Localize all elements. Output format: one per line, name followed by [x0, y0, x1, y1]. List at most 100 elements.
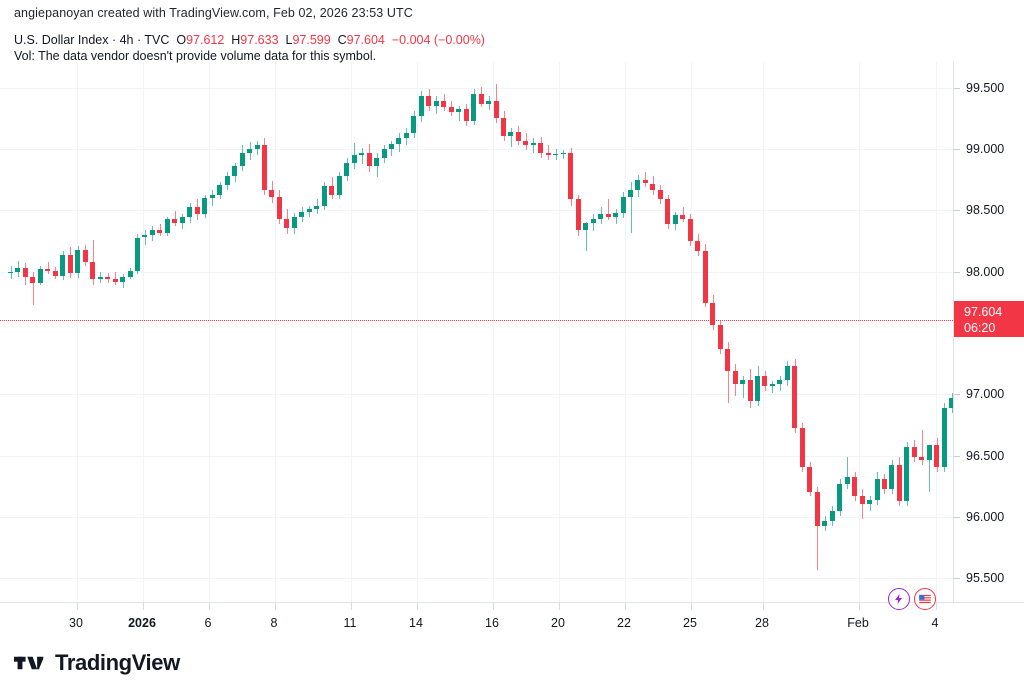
- price-gridline: [0, 577, 953, 579]
- time-tick: [935, 603, 937, 610]
- time-tick: [208, 603, 210, 610]
- candle-body: [635, 179, 640, 190]
- candle-body: [598, 214, 603, 220]
- candle-wick: [511, 128, 512, 147]
- time-scale[interactable]: 30 2026 6 8 11 14 16 20 22 25 28 Feb 4: [0, 602, 1024, 642]
- candle-body: [718, 324, 723, 350]
- candle-body: [105, 276, 110, 280]
- candle-body: [770, 383, 775, 386]
- time-gridline: [858, 62, 860, 602]
- candle-wick: [459, 106, 460, 121]
- time-gridline: [558, 62, 560, 602]
- candle-body: [703, 251, 708, 303]
- candle-body: [725, 349, 730, 372]
- candle-body: [748, 379, 753, 401]
- time-tick: [350, 603, 352, 610]
- candle-wick: [48, 262, 49, 275]
- candle-wick: [929, 452, 930, 492]
- candle-body: [568, 152, 573, 200]
- tradingview-wordmark: TradingView: [55, 650, 180, 675]
- candle-body: [98, 276, 103, 280]
- legend-low-label: L: [285, 33, 293, 47]
- price-tick-label: 96.500: [966, 448, 1005, 463]
- time-gridline: [76, 62, 78, 602]
- price-tick: [954, 455, 960, 457]
- candle-body: [591, 219, 596, 223]
- candle-body: [157, 230, 162, 233]
- time-tick-label: 22: [617, 616, 631, 630]
- price-scale[interactable]: 99.500 99.000 98.500 98.000 97.000 96.500 96.0…: [953, 62, 1024, 602]
- candle-body: [277, 197, 282, 220]
- candle-wick: [780, 376, 781, 391]
- time-tick: [76, 603, 78, 610]
- candle-wick: [728, 341, 729, 404]
- candle-body: [658, 189, 663, 200]
- price-tick: [954, 271, 960, 273]
- candle-body: [516, 131, 521, 141]
- candle-body: [352, 155, 357, 163]
- candle-wick: [870, 496, 871, 512]
- candle-wick: [743, 376, 744, 399]
- candle-body: [919, 457, 924, 460]
- candle-body: [621, 197, 626, 213]
- price-gridline: [0, 271, 953, 273]
- chart-plot-area[interactable]: [0, 62, 953, 602]
- candle-body: [904, 447, 909, 502]
- time-tick-label: 25: [683, 616, 697, 630]
- time-gridline: [624, 62, 626, 602]
- price-gridline: [0, 393, 953, 395]
- candle-body: [195, 206, 200, 215]
- candle-body: [464, 108, 469, 121]
- candle-body: [382, 149, 387, 158]
- time-tick-label: 16: [485, 616, 499, 630]
- candle-body: [777, 379, 782, 384]
- candle-body: [38, 269, 43, 283]
- candle-body: [68, 254, 73, 274]
- candle-body: [247, 149, 252, 153]
- candle-body: [128, 270, 133, 277]
- candle-body: [389, 144, 394, 150]
- chart-event-badges: [888, 588, 936, 610]
- us-flag-badge[interactable]: [914, 588, 936, 610]
- candle-body: [740, 379, 745, 384]
- legend-interval[interactable]: 4h: [119, 33, 134, 47]
- legend-sep-2: ·: [133, 33, 145, 47]
- candle-body: [449, 107, 454, 113]
- candle-wick: [817, 486, 818, 571]
- legend-exchange: TVC: [144, 33, 170, 47]
- current-price-line: [0, 319, 953, 321]
- candle-body: [240, 152, 245, 167]
- time-gridline: [416, 62, 418, 602]
- price-gridline: [0, 87, 953, 89]
- candle-wick: [847, 457, 848, 490]
- legend-symbol[interactable]: U.S. Dollar Index: [14, 33, 109, 47]
- candle-body: [367, 152, 372, 167]
- time-gridline: [350, 62, 352, 602]
- candle-body: [860, 496, 865, 504]
- current-price-value: 97.604: [964, 305, 1003, 319]
- candle-body: [8, 271, 13, 274]
- candle-body: [337, 176, 342, 195]
- candle-body: [202, 198, 207, 215]
- tradingview-footer: TradingView: [14, 650, 180, 676]
- time-tick-label: 6: [204, 616, 212, 630]
- time-gridline: [142, 62, 144, 602]
- candle-body: [837, 484, 842, 512]
- candle-body: [845, 476, 850, 485]
- time-tick-label: 2026: [128, 616, 156, 630]
- candle-body: [531, 143, 536, 146]
- time-tick-label: 14: [409, 616, 423, 630]
- time-tick-label: 8: [270, 616, 278, 630]
- legend-sep-1: ·: [108, 33, 120, 47]
- candle-body: [75, 249, 80, 274]
- legend-primary-line: U.S. Dollar Index · 4h · TVC O97.612 H97…: [14, 32, 485, 48]
- earnings-bolt-badge[interactable]: [888, 588, 910, 610]
- candle-body: [404, 133, 409, 139]
- candle-body: [695, 241, 700, 251]
- legend-high-value: 97.633: [240, 33, 279, 47]
- candle-wick: [586, 221, 587, 251]
- candle-wick: [563, 150, 564, 159]
- candle-body: [45, 269, 50, 271]
- current-price-badge[interactable]: 97.604 06:20: [954, 301, 1024, 337]
- candle-body: [314, 205, 319, 210]
